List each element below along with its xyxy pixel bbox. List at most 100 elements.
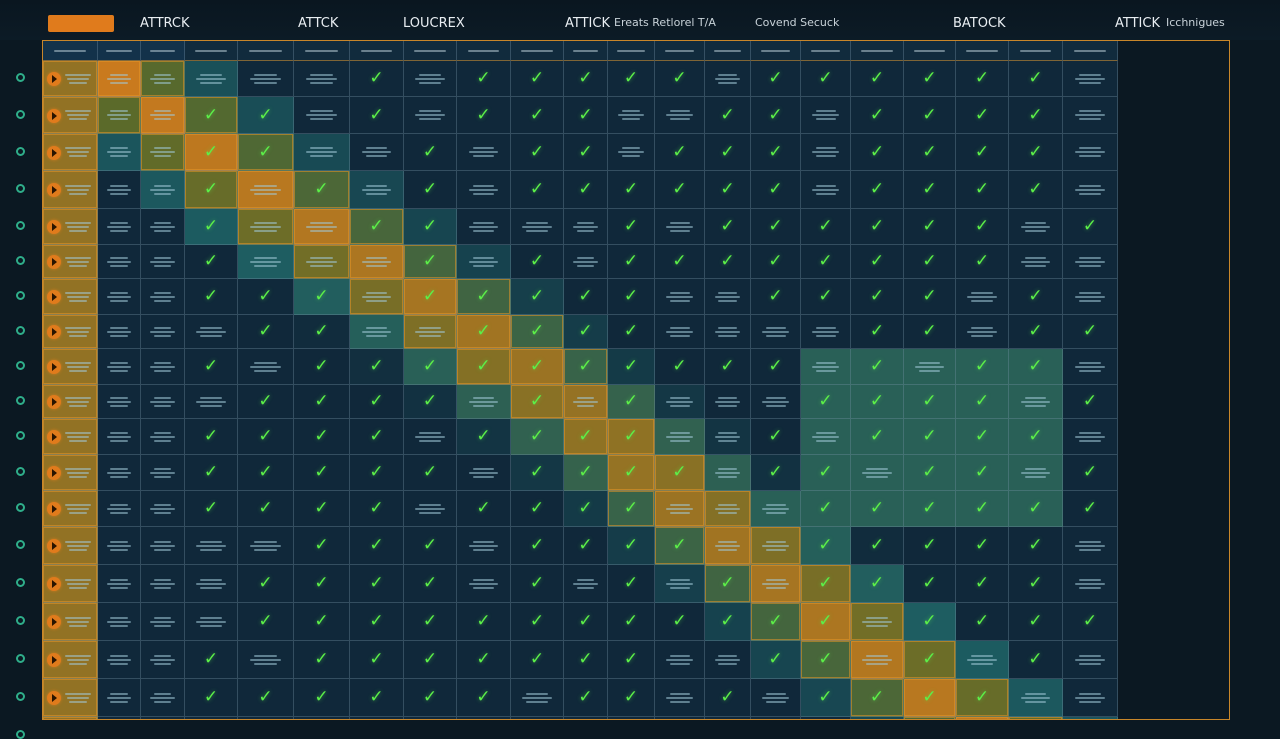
matrix-cell[interactable]: ✓ bbox=[608, 679, 655, 717]
matrix-cell[interactable] bbox=[141, 134, 185, 171]
matrix-cell[interactable]: ✓ bbox=[350, 385, 404, 419]
matrix-cell[interactable]: ✓ bbox=[904, 209, 956, 245]
matrix-cell[interactable] bbox=[851, 641, 904, 679]
matrix-cell[interactable] bbox=[511, 679, 564, 717]
matrix-cell[interactable]: ✓ bbox=[705, 134, 751, 171]
matrix-cell[interactable]: ✓ bbox=[564, 315, 608, 349]
matrix-cell[interactable]: ✓ bbox=[457, 679, 511, 717]
matrix-cell[interactable] bbox=[141, 603, 185, 641]
matrix-cell[interactable]: ✓ bbox=[956, 97, 1009, 134]
matrix-cell[interactable]: ✓ bbox=[511, 134, 564, 171]
matrix-cell[interactable]: ✓ bbox=[1009, 565, 1063, 603]
matrix-cell[interactable]: ✓ bbox=[404, 385, 457, 419]
matrix-cell[interactable] bbox=[350, 315, 404, 349]
matrix-cell[interactable]: ✓ bbox=[904, 245, 956, 279]
matrix-cell[interactable]: ✓ bbox=[238, 315, 294, 349]
matrix-cell[interactable]: ✓ bbox=[956, 385, 1009, 419]
matrix-cell[interactable]: ✓ bbox=[457, 491, 511, 527]
circle-icon[interactable] bbox=[16, 692, 25, 701]
matrix-cell[interactable] bbox=[904, 717, 956, 719]
technique-column-header[interactable] bbox=[1063, 41, 1118, 61]
technique-column-header[interactable] bbox=[511, 41, 564, 61]
matrix-cell[interactable]: ✓ bbox=[238, 134, 294, 171]
matrix-cell[interactable]: ✓ bbox=[904, 97, 956, 134]
technique-column-header[interactable] bbox=[404, 41, 457, 61]
matrix-cell[interactable]: ✓ bbox=[801, 717, 851, 719]
matrix-cell[interactable]: ✓ bbox=[1009, 419, 1063, 455]
matrix-cell[interactable] bbox=[404, 97, 457, 134]
matrix-cell[interactable]: ✓ bbox=[457, 315, 511, 349]
matrix-cell[interactable] bbox=[98, 61, 141, 97]
matrix-cell[interactable]: ✓ bbox=[705, 349, 751, 385]
matrix-cell[interactable] bbox=[1063, 565, 1118, 603]
matrix-cell[interactable] bbox=[43, 385, 98, 419]
matrix-cell[interactable]: ✓ bbox=[751, 455, 801, 491]
matrix-cell[interactable]: ✓ bbox=[238, 97, 294, 134]
matrix-cell[interactable]: ✓ bbox=[608, 209, 655, 245]
matrix-cell[interactable]: ✓ bbox=[511, 349, 564, 385]
matrix-cell[interactable] bbox=[98, 315, 141, 349]
matrix-cell[interactable] bbox=[43, 641, 98, 679]
matrix-cell[interactable]: ✓ bbox=[956, 603, 1009, 641]
matrix-cell[interactable] bbox=[141, 491, 185, 527]
matrix-cell[interactable]: ✓ bbox=[608, 315, 655, 349]
matrix-cell[interactable]: ✓ bbox=[851, 419, 904, 455]
matrix-cell[interactable]: ✓ bbox=[705, 171, 751, 209]
matrix-cell[interactable] bbox=[404, 419, 457, 455]
matrix-cell[interactable]: ✓ bbox=[294, 603, 350, 641]
matrix-cell[interactable] bbox=[705, 491, 751, 527]
matrix-cell[interactable] bbox=[98, 527, 141, 565]
matrix-cell[interactable] bbox=[350, 279, 404, 315]
matrix-cell[interactable]: ✓ bbox=[185, 419, 238, 455]
matrix-cell[interactable] bbox=[43, 279, 98, 315]
circle-icon[interactable] bbox=[16, 730, 25, 739]
matrix-cell[interactable] bbox=[404, 61, 457, 97]
matrix-cell[interactable] bbox=[98, 717, 141, 719]
matrix-cell[interactable]: ✓ bbox=[294, 315, 350, 349]
technique-column-header[interactable] bbox=[457, 41, 511, 61]
matrix-cell[interactable]: ✓ bbox=[564, 679, 608, 717]
matrix-cell[interactable]: ✓ bbox=[655, 171, 705, 209]
matrix-cell[interactable] bbox=[1063, 97, 1118, 134]
matrix-cell[interactable] bbox=[457, 245, 511, 279]
matrix-cell[interactable] bbox=[511, 209, 564, 245]
matrix-cell[interactable]: ✓ bbox=[801, 279, 851, 315]
technique-column-header[interactable] bbox=[350, 41, 404, 61]
matrix-cell[interactable]: ✓ bbox=[404, 717, 457, 719]
matrix-cell[interactable] bbox=[185, 315, 238, 349]
matrix-cell[interactable] bbox=[43, 565, 98, 603]
matrix-cell[interactable] bbox=[350, 171, 404, 209]
matrix-cell[interactable] bbox=[141, 349, 185, 385]
play-circle-icon[interactable] bbox=[47, 691, 61, 705]
matrix-cell[interactable] bbox=[655, 385, 705, 419]
matrix-cell[interactable] bbox=[1063, 349, 1118, 385]
matrix-cell[interactable] bbox=[801, 419, 851, 455]
matrix-cell[interactable]: ✓ bbox=[350, 419, 404, 455]
play-circle-icon[interactable] bbox=[47, 466, 61, 480]
matrix-cell[interactable] bbox=[238, 641, 294, 679]
matrix-cell[interactable] bbox=[457, 385, 511, 419]
matrix-cell[interactable] bbox=[98, 349, 141, 385]
matrix-cell[interactable]: ✓ bbox=[904, 679, 956, 717]
matrix-cell[interactable]: ✓ bbox=[801, 527, 851, 565]
matrix-cell[interactable] bbox=[141, 385, 185, 419]
circle-icon[interactable] bbox=[16, 109, 25, 119]
matrix-cell[interactable]: ✓ bbox=[1009, 97, 1063, 134]
matrix-cell[interactable]: ✓ bbox=[904, 171, 956, 209]
matrix-cell[interactable] bbox=[98, 97, 141, 134]
matrix-cell[interactable]: ✓ bbox=[511, 419, 564, 455]
matrix-cell[interactable]: ✓ bbox=[751, 641, 801, 679]
circle-icon[interactable] bbox=[16, 431, 25, 440]
matrix-cell[interactable]: ✓ bbox=[956, 679, 1009, 717]
matrix-cell[interactable]: ✓ bbox=[608, 385, 655, 419]
matrix-cell[interactable]: ✓ bbox=[801, 565, 851, 603]
matrix-cell[interactable]: ✓ bbox=[956, 171, 1009, 209]
matrix-cell[interactable] bbox=[294, 97, 350, 134]
matrix-cell[interactable] bbox=[1063, 245, 1118, 279]
matrix-cell[interactable]: ✓ bbox=[904, 385, 956, 419]
matrix-cell[interactable]: ✓ bbox=[185, 679, 238, 717]
technique-column-header[interactable] bbox=[238, 41, 294, 61]
matrix-cell[interactable]: ✓ bbox=[608, 491, 655, 527]
tactic-header-3[interactable]: LOUCREX bbox=[403, 16, 465, 31]
matrix-cell[interactable] bbox=[98, 279, 141, 315]
